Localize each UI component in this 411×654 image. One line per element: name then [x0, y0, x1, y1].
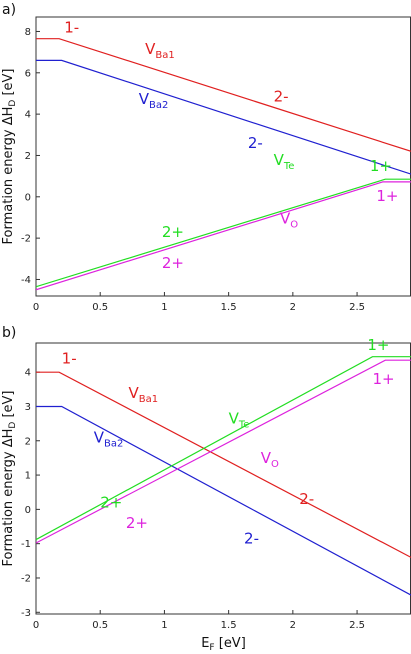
- series-line-1: [36, 59, 411, 175]
- defect-annotation: VTe: [229, 410, 250, 431]
- x-tick-label: 1: [161, 620, 167, 631]
- panel-label: b): [2, 325, 16, 341]
- y-tick-label: -2: [21, 234, 31, 245]
- series-line-3: [36, 359, 411, 544]
- defect-annotation: 1+: [367, 336, 389, 354]
- x-axis-label: EF [eV]: [201, 636, 246, 653]
- defect-annotation: 2+: [126, 514, 148, 532]
- defect-annotation: VBa2: [94, 428, 124, 449]
- y-tick-label: -3: [21, 608, 31, 619]
- x-tick-label: 1.5: [221, 302, 237, 313]
- y-tick-label: 8: [25, 27, 31, 38]
- defect-annotation: VBa2: [139, 90, 169, 111]
- plot-frame: [35, 16, 411, 297]
- series-line-2: [36, 178, 411, 288]
- series-line-2: [36, 356, 411, 541]
- x-tick-label: 2: [290, 302, 296, 313]
- defect-annotation: 2+: [100, 494, 122, 512]
- x-tick-label: 2: [290, 620, 296, 631]
- x-tick-label: 2.5: [349, 302, 365, 313]
- y-tick-label: 2: [25, 151, 31, 162]
- series-line-3: [36, 181, 411, 291]
- defect-annotation: 2-: [299, 490, 314, 508]
- defect-annotation: VO: [261, 449, 279, 470]
- defect-annotation: VO: [280, 210, 298, 231]
- defect-annotation: 2-: [248, 134, 263, 152]
- series-line-0: [36, 371, 411, 558]
- y-tick-label: 3: [25, 402, 31, 413]
- x-tick-label: 0.5: [92, 302, 108, 313]
- series-line-0: [36, 38, 411, 152]
- plot-frame: [35, 342, 411, 615]
- panel-label: a): [2, 2, 16, 18]
- chart-panel-a: 0 0.5 1 1.5 2 2.5 -4 -2 0 2 4 6 8 a) Formation energy …: [1, 2, 411, 313]
- defect-annotation: 1-: [62, 350, 77, 368]
- defect-annotation: 1+: [376, 187, 398, 205]
- y-tick-label: 0: [25, 505, 31, 516]
- x-tick-label: 0: [33, 620, 39, 631]
- defect-annotation: 2-: [244, 530, 259, 548]
- x-tick-label: 1.5: [221, 620, 237, 631]
- defect-annotation: VTe: [274, 151, 295, 172]
- y-tick-label: 0: [25, 192, 31, 203]
- y-tick-label: 4: [25, 368, 31, 379]
- y-tick-label: 4: [25, 110, 31, 121]
- y-tick-label: 1: [25, 471, 31, 482]
- defect-annotation: 2-: [274, 88, 289, 106]
- defect-annotation: 2+: [162, 254, 184, 272]
- y-tick-label: -2: [21, 573, 31, 584]
- x-tick-label: 2.5: [349, 620, 365, 631]
- y-tick-label: 2: [25, 436, 31, 447]
- defect-annotation: 1+: [372, 370, 394, 388]
- defect-annotation: 2+: [162, 223, 184, 241]
- y-tick-label: -4: [21, 275, 31, 286]
- defect-annotation: 1+: [370, 157, 392, 175]
- series-line-1: [36, 405, 411, 596]
- x-tick-label: 1: [161, 302, 167, 313]
- x-tick-label: 0: [33, 302, 39, 313]
- chart-panel-b: 0 0.5 1 1.5 2 2.5 -3 -2 -1 0 1 2 3 4 b) Formation energ…: [1, 325, 411, 653]
- defect-annotation: VBa1: [128, 384, 158, 405]
- y-tick-label: -1: [21, 539, 31, 550]
- y-tick-label: 6: [25, 68, 31, 79]
- x-tick-label: 0.5: [92, 620, 108, 631]
- defect-annotation: 1-: [64, 19, 79, 37]
- y-axis-label: Formation energy ΔHD [eV]: [1, 69, 18, 245]
- defect-annotation: VBa1: [145, 40, 175, 61]
- y-axis-label: Formation energy ΔHD [eV]: [1, 391, 18, 567]
